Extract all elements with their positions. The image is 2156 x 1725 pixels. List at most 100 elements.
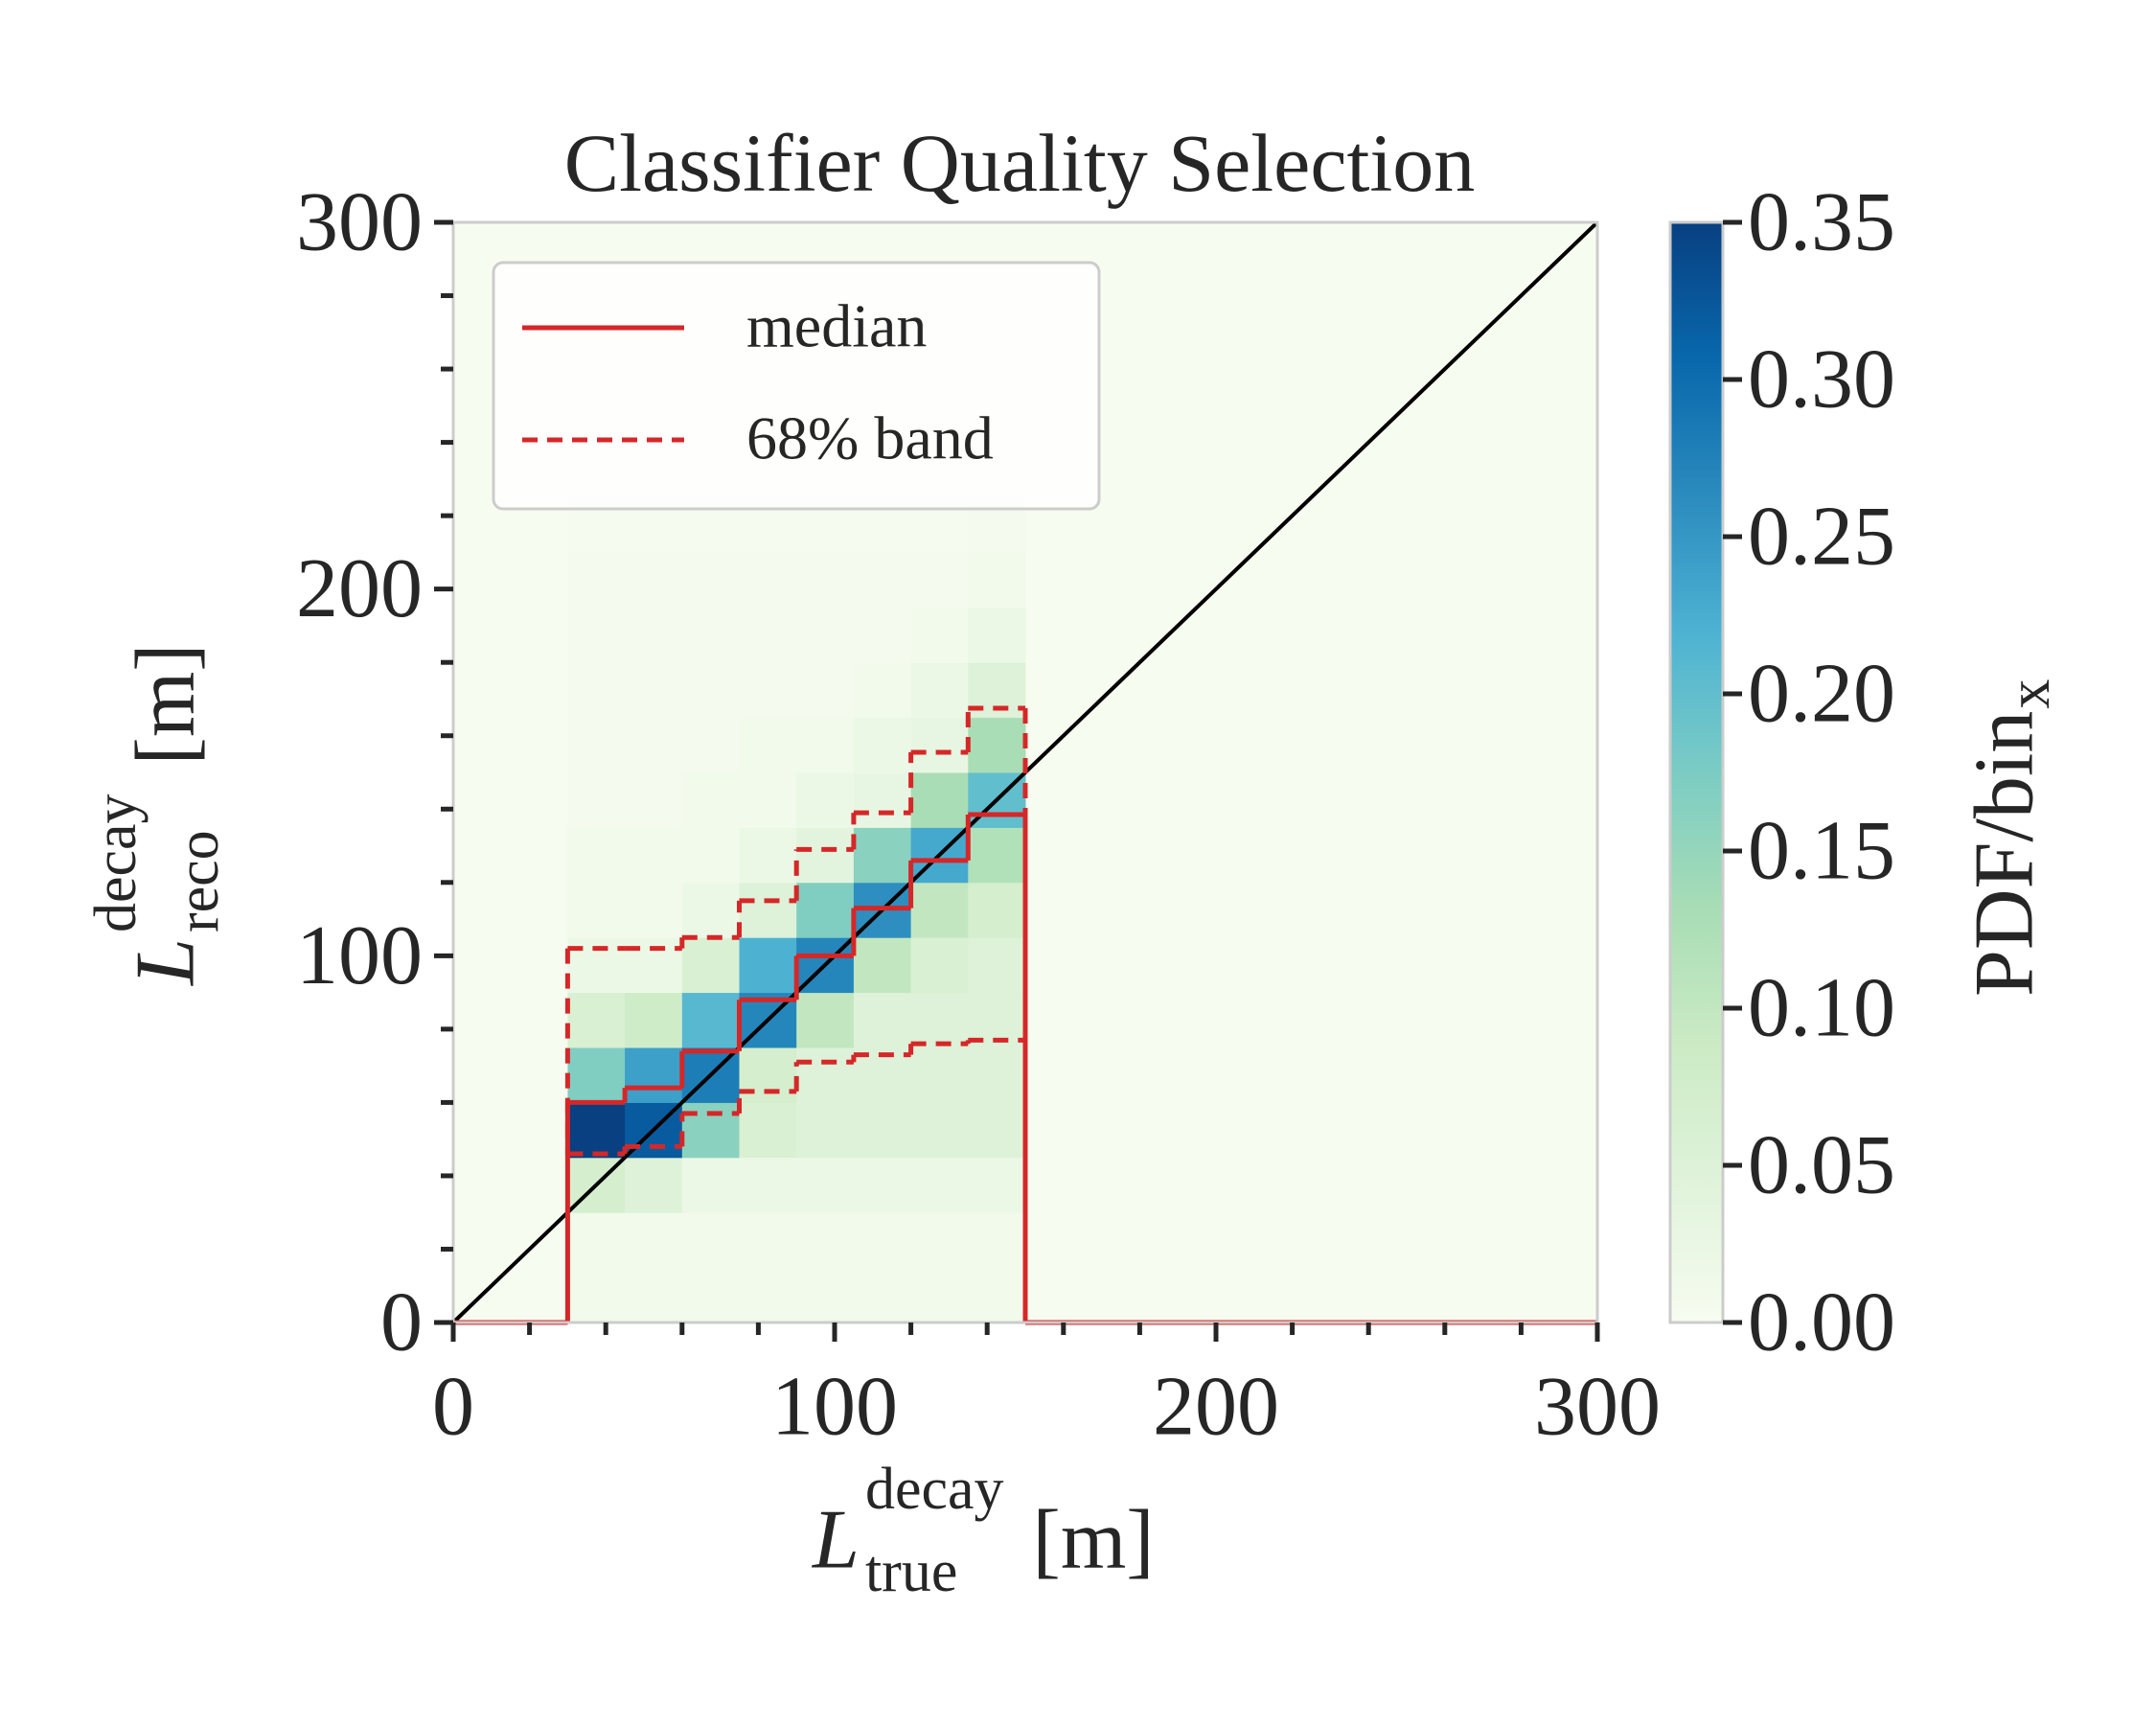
heatmap-cell [853,607,912,663]
heatmap-cell [968,607,1026,663]
heatmap-cell [625,827,683,884]
heatmap-cell [853,1267,912,1323]
heatmap-cell [910,1157,969,1213]
heatmap-cell [796,607,855,663]
heatmap-cell [625,992,683,1048]
heatmap-cell [910,937,969,994]
x-tick-label: 300 [1534,1361,1661,1454]
heatmap-cell [968,1267,1026,1323]
colorbar-tick-label: 0.10 [1748,962,1895,1055]
y-tick-label: 0 [380,1276,423,1369]
heatmap-cell [853,662,912,719]
heatmap-cell [796,1157,855,1213]
x-label-sup: decay [865,1457,1004,1522]
heatmap-cell [796,1047,855,1103]
heatmap-cell [968,717,1026,773]
heatmap-cell [625,1212,683,1269]
heatmap-cell [625,607,683,663]
heatmap-cell [739,1212,797,1269]
heatmap-cell [625,772,683,828]
heatmap-cell [739,1157,797,1213]
heatmap-cell [567,992,626,1048]
y-label-sup: decay [83,794,149,932]
colorbar-label-sub: x [1997,679,2062,709]
heatmap-cell [567,882,626,938]
x-label-symbol: L [811,1494,860,1587]
heatmap-cell [739,1267,797,1323]
heatmap-cell [567,1047,626,1103]
heatmap-cell [796,1102,855,1159]
heatmap-cell [567,607,626,663]
heatmap-cell [567,827,626,884]
heatmap-cell [910,662,969,719]
x-label-unit: [m] [1033,1494,1155,1587]
colorbar-label-text: PDF/bin [1959,711,2052,997]
heatmap-cell [910,552,969,609]
heatmap-cell [910,1212,969,1269]
heatmap-cell [625,1047,683,1103]
heatmap-cell [853,552,912,609]
heatmap-cell [567,1102,626,1159]
heatmap-cell [853,717,912,773]
x-tick-label: 200 [1153,1361,1279,1454]
heatmap-cell [625,937,683,994]
heatmap-cell [739,662,797,719]
heatmap-cell [681,662,740,719]
heatmap-cell [567,772,626,828]
heatmap-cell [910,992,969,1048]
colorbar-tick-label: 0.30 [1748,334,1895,426]
y-tick-label: 300 [296,176,423,269]
y-label-sub: reco [166,830,231,932]
heatmap-cell [796,1267,855,1323]
heatmap-cell [567,1267,626,1323]
heatmap-cell [910,1047,969,1103]
colorbar-tick-label: 0.05 [1748,1119,1895,1212]
x-label-sub: true [865,1539,957,1604]
y-label-symbol: L [120,938,213,987]
heatmap-cell [625,1267,683,1323]
heatmap-cell [968,552,1026,609]
legend: median 68% band [492,261,1101,511]
heatmap-cell [739,717,797,773]
heatmap-cell [853,1212,912,1269]
y-label-unit: [m] [120,643,213,765]
heatmap-cell [681,717,740,773]
heatmap-cell [968,937,1026,994]
heatmap-cell [739,1047,797,1103]
colorbar-tick-label: 0.20 [1748,648,1895,741]
heatmap-cell [681,772,740,828]
heatmap-cell [567,662,626,719]
heatmap-cell [681,937,740,994]
heatmap-cell [739,882,797,938]
heatmap-cell [910,1267,969,1323]
heatmap-cell [625,1157,683,1213]
y-tick-label: 100 [296,909,423,1002]
heatmap-cell [681,552,740,609]
heatmap-cell [567,937,626,994]
colorbar-tick-label: 0.25 [1748,491,1895,584]
heatmap-cell [625,662,683,719]
legend-label: 68% band [746,404,994,472]
heatmap-cell [796,827,855,884]
heatmap-cell [910,607,969,663]
heatmap-cell [625,717,683,773]
heatmap-cell [968,1047,1026,1103]
y-tick-label: 200 [296,542,423,635]
heatmap-cell [567,552,626,609]
heatmap-cell [681,607,740,663]
heatmap-cell [796,717,855,773]
heatmap-cell [681,1102,740,1159]
heatmap-cell [853,772,912,828]
chart-title: Classifier Quality Selection [564,117,1476,209]
plot-frame [451,220,1599,1324]
heatmap-cell [681,1157,740,1213]
heatmap-cell [681,827,740,884]
heatmap-cell [853,1102,912,1159]
colorbar-tick-label: 0.35 [1748,176,1895,269]
heatmap-cell [796,992,855,1048]
colorbar [1668,220,1725,1324]
x-tick-label: 100 [771,1361,898,1454]
